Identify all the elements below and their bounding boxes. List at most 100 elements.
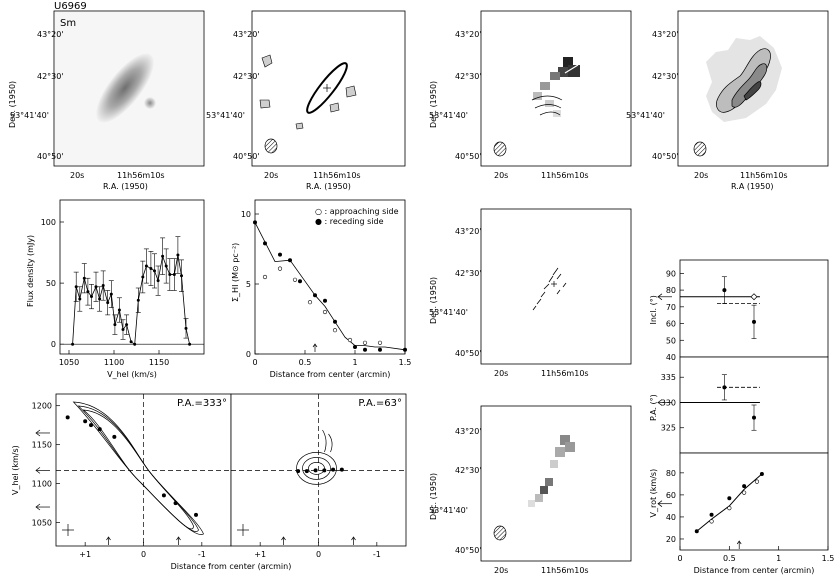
inclination-point	[722, 288, 727, 293]
dec-tick: 40°50'	[455, 349, 482, 358]
profile-point	[106, 301, 110, 305]
pv-diagram-major-point	[97, 427, 102, 432]
map-axis-labels-row1: 43°20' 42°30' 53°41'40' 40°50' 20s 11h56…	[8, 30, 788, 191]
density-approaching-point	[362, 340, 368, 345]
profile-point	[94, 285, 98, 289]
dec-tick: 53°41'40'	[429, 111, 468, 120]
dec-tick: 42°30'	[233, 72, 260, 81]
density-y-tick-label: 10	[241, 210, 251, 219]
density-x-tick-label: 1.5	[399, 358, 412, 367]
position-angle-point	[722, 385, 727, 390]
rotation-x-axis-label: Distance from center (arcmin)	[694, 566, 815, 575]
density-receding-point	[253, 220, 257, 225]
ra-tick: 20s	[70, 171, 84, 180]
optical-galaxy-image	[96, 53, 154, 123]
velocity-map-frame	[480, 10, 632, 167]
ra-tick: 20s	[494, 369, 508, 378]
ra-tick: 20s	[694, 171, 708, 180]
pv-vsys-arrow	[35, 467, 41, 474]
profile-point	[129, 340, 133, 344]
channel-map-frame	[480, 208, 632, 365]
rotation-curve-line	[696, 473, 763, 532]
rotation-open-point	[727, 506, 732, 511]
dec-axis-label: Dec. (1950)	[429, 81, 438, 128]
profile-point	[121, 328, 125, 332]
pv-diagram-minor-point	[313, 468, 318, 473]
velocity-pixel	[528, 500, 535, 507]
rotation-curve-x-tick-label: 1.5	[822, 554, 835, 563]
noise-contour	[295, 122, 304, 130]
velocity-pixel	[540, 82, 550, 90]
rotation-open-point	[709, 519, 714, 524]
ra-tick: 11h56m10s	[541, 566, 589, 575]
pv-diagram-minor-contour	[302, 457, 331, 480]
pv-diagram-major-y-tick-label: 1150	[32, 441, 52, 450]
rotation-curve-arrow	[657, 500, 663, 507]
pv-diagram-major-point	[194, 512, 198, 517]
velocity-pixel	[550, 72, 560, 80]
profile-point	[188, 342, 192, 346]
profile-x-axis-label: V_hel (km/s)	[107, 370, 157, 379]
rotation-filled-point	[759, 471, 764, 476]
dec-tick: 43°20'	[455, 30, 482, 39]
velocity-pixel	[545, 100, 554, 107]
inclination-y-tick-label: 40	[666, 353, 676, 362]
pv-diagram-minor-label: P.A.=63°	[358, 398, 402, 409]
dec-tick: 40°50'	[455, 546, 482, 555]
inclination-y-tick-label: 90	[666, 269, 676, 278]
ra-tick: 20s	[494, 566, 508, 575]
dec-tick: 42°30'	[455, 466, 482, 475]
pv-diagram-minor-x-tick-label: +1	[254, 550, 266, 559]
profile-point	[164, 264, 168, 268]
ra-tick: 20s	[494, 171, 508, 180]
velocity-pixel	[550, 460, 558, 468]
inclination-diamond	[750, 293, 758, 301]
velocity-pixel	[568, 65, 580, 77]
density-receding-point	[333, 319, 337, 324]
channel-map-panel-2: 43°20' 42°30' 53°41'40' 40°50' 20s 11h56…	[429, 208, 632, 378]
pv-diagram-minor-arrow	[351, 536, 356, 541]
ra-tick: 11h56m10s	[740, 171, 788, 180]
rotation-filled-point	[727, 496, 732, 501]
density-approaching-point	[292, 277, 298, 282]
ra-axis-label: R.A. (1950)	[103, 182, 148, 191]
density-receding-point	[363, 347, 367, 352]
dec-tick: 43°20'	[455, 427, 482, 436]
profile-point	[153, 269, 156, 273]
beam-ellipse	[493, 525, 507, 541]
hi-contour-outer	[716, 48, 771, 113]
pv-diagram-major-x-tick-label: -1	[198, 550, 206, 559]
density-receding-point	[353, 345, 357, 349]
profile-point	[161, 254, 165, 258]
rotation-curve-y-tick-label: 20	[666, 535, 676, 544]
profile-point	[117, 308, 121, 312]
density-arrow	[312, 343, 318, 348]
rotation-curve-y-tick-label: 60	[666, 491, 676, 500]
galaxy-id: U6969	[54, 1, 87, 12]
profile-y-tick-label: 100	[41, 218, 56, 227]
density-receding-point	[263, 241, 267, 246]
beam-ellipse	[493, 141, 507, 157]
beam-ellipse	[693, 141, 707, 157]
pv-diagram-major-point	[173, 501, 178, 506]
velocity-pixel	[540, 486, 548, 494]
total-hi-contour-panel	[251, 10, 406, 167]
pv-diagram-major-x-tick-label: 0	[141, 550, 146, 559]
profile-point	[172, 273, 176, 277]
position-angle-arrow	[657, 399, 663, 406]
profile-point	[125, 323, 129, 327]
ra-axis-label: R.A (1950)	[731, 182, 773, 191]
pv-diagram-minor-arrow	[281, 536, 286, 541]
dec-tick: 42°30'	[37, 72, 64, 81]
rotation-filled-point	[709, 512, 714, 517]
pv-diagram-minor-point	[322, 468, 327, 473]
pv-diagram-major-point	[89, 423, 93, 428]
dec-tick: 40°50'	[233, 152, 260, 161]
velocity-pixel	[535, 494, 543, 502]
rotation-curve-x-tick-label: 0.5	[723, 554, 736, 563]
position-angle-y-tick-label: 325	[661, 424, 676, 433]
pv-y-axis-label: V_hel (km/s)	[11, 445, 20, 495]
velocity-pixel	[560, 435, 570, 445]
contour-map-frame	[251, 10, 406, 167]
